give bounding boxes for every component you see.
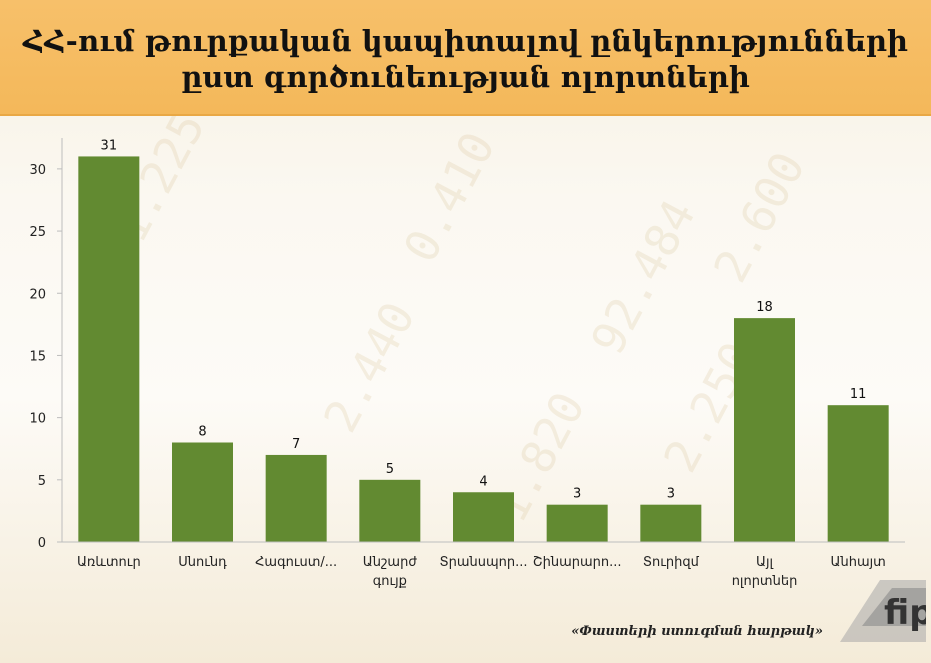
header-banner [0, 0, 931, 116]
x-tick-label: Առևտուր [77, 555, 141, 570]
y-tick-label: 20 [29, 287, 46, 302]
x-tick-label: Տրանսպոր... [439, 555, 527, 570]
bar [265, 454, 327, 542]
y-axis: 0 5 10 15 20 25 30 [29, 138, 63, 551]
x-tick-label: Սնունդ [178, 555, 227, 570]
bar [546, 504, 608, 542]
data-label: 3 [667, 487, 675, 502]
y-tick-label: 5 [38, 474, 46, 489]
x-tick-label: Տուրիզմ [643, 555, 700, 570]
chart-title-line: ՀՀ-ում թուրքական կապիտալով ընկերությունն… [23, 24, 908, 58]
bar [453, 492, 514, 542]
data-label: 18 [756, 300, 773, 315]
x-tick-label: Անհայտ [831, 555, 886, 570]
y-tick-label: 30 [29, 163, 46, 178]
x-tick-label: գույք [373, 574, 407, 589]
source-caption: «Փաստերի ստուգման հարթակ» [571, 624, 823, 639]
x-axis: Առևտուր Սնունդ Հագուստ/... Անշարժ գույք Տրանս… [62, 541, 905, 589]
bar [734, 318, 795, 542]
fip-logo: fip [840, 580, 926, 642]
data-label: 11 [850, 387, 867, 402]
data-label: 7 [292, 437, 300, 452]
bar [172, 442, 233, 542]
y-tick-label: 10 [29, 412, 46, 427]
bar [827, 405, 889, 542]
x-tick-label: Անշարժ [363, 555, 418, 570]
data-label: 5 [386, 462, 394, 477]
logo-text: fip [884, 593, 926, 633]
x-tick-label: ոլորտներ [732, 574, 798, 589]
y-tick-label: 0 [38, 536, 46, 551]
data-label: 8 [198, 425, 206, 440]
chart-title-line: ըստ գործունեության ոլորտների [181, 60, 750, 94]
data-label: 4 [479, 474, 487, 489]
chart-title: ՀՀ-ում թուրքական կապիտալով ընկերությունն… [0, 23, 931, 95]
data-label: 3 [573, 487, 581, 502]
bar [640, 504, 702, 542]
data-label: 31 [101, 138, 118, 153]
bar [359, 479, 421, 542]
y-tick-label: 15 [29, 349, 46, 364]
x-tick-label: Հագուստ/... [255, 555, 337, 570]
x-tick-label: Շինարարո... [533, 555, 622, 570]
bar [78, 156, 140, 542]
x-tick-label: Այլ [756, 555, 773, 570]
y-tick-label: 25 [29, 225, 46, 240]
